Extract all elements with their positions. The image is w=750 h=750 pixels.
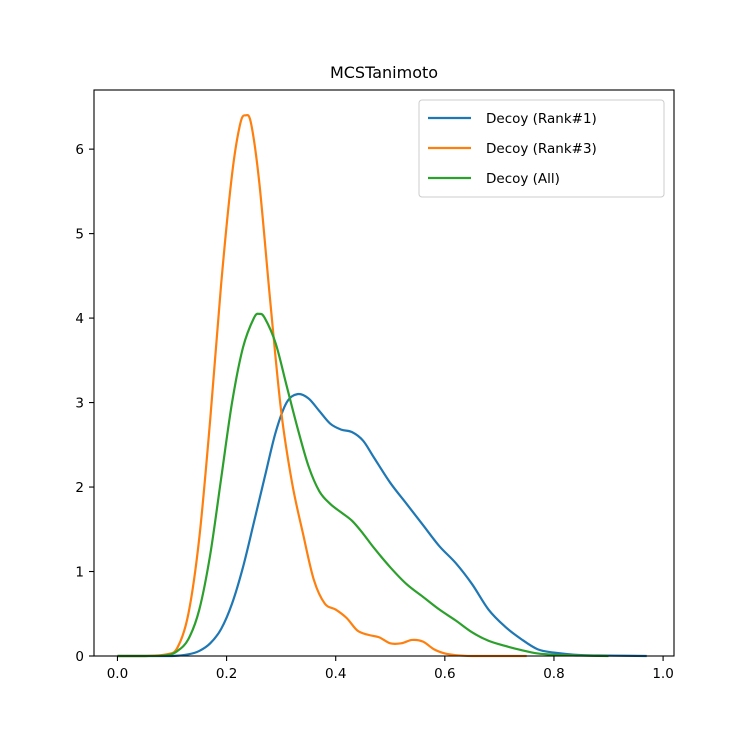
legend-label: Decoy (Rank#3)	[486, 141, 597, 157]
y-tick-label: 1	[75, 565, 84, 581]
axes-layer: 0.0 0.2 0.4 0.6 0.8 1.0 0 1 2 3 4 5 6	[75, 89, 675, 682]
y-tick-label: 6	[75, 142, 84, 158]
legend-label: Decoy (All)	[486, 171, 560, 187]
y-tick-label: 5	[75, 227, 84, 243]
series-line-3	[117, 312, 609, 658]
y-tick-label: 0	[75, 649, 84, 665]
x-tick-label: 0.8	[543, 666, 564, 682]
plot-frame	[93, 89, 675, 657]
y-tick-label: 3	[75, 396, 84, 412]
x-tick-label: 0.6	[434, 666, 455, 682]
series-line-2	[117, 113, 527, 658]
legend: Decoy (Rank#1) Decoy (Rank#3) Decoy (All)	[418, 99, 665, 198]
y-tick-label: 4	[75, 311, 84, 327]
x-tick-label: 1.0	[652, 666, 673, 682]
series-layer	[117, 113, 647, 658]
x-tick-label: 0.2	[216, 666, 237, 682]
chart-title: MCSTanimoto	[330, 63, 438, 82]
legend-box	[418, 99, 665, 198]
x-tick-label: 0.0	[107, 666, 128, 682]
x-tick-label: 0.4	[325, 666, 346, 682]
legend-label: Decoy (Rank#1)	[486, 111, 597, 127]
y-tick-label: 2	[75, 480, 84, 496]
series-line-1	[117, 392, 647, 658]
